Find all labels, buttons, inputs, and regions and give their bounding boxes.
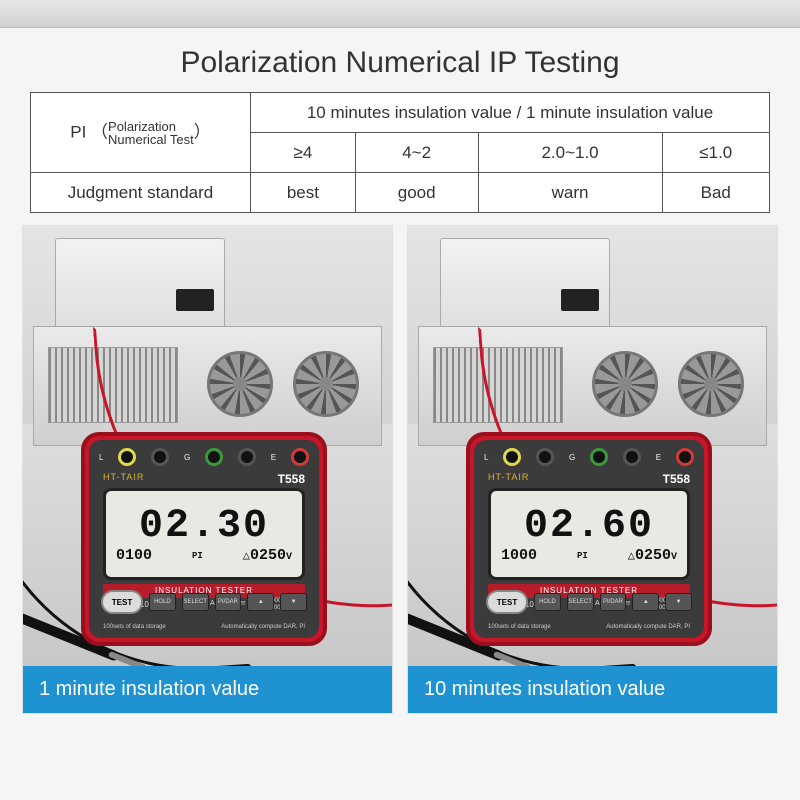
- lcd-secondary-right: 0250: [635, 547, 671, 564]
- meter-button[interactable]: SELECT: [567, 593, 594, 611]
- lcd-secondary-left: 0100: [116, 547, 152, 564]
- port-g: [590, 448, 608, 466]
- port-aux: [151, 448, 169, 466]
- meter-button[interactable]: PI/DAR: [600, 593, 627, 611]
- range-cell: ≤1.0: [662, 133, 769, 173]
- meter-model: T558: [663, 472, 690, 486]
- meter-button[interactable]: HOLD: [149, 593, 176, 611]
- test-button[interactable]: TEST: [101, 590, 143, 614]
- meter-footnote: 100sets of data storageAutomatically com…: [488, 624, 690, 630]
- photo-card-1min: L G E HT-TAIR T558 02.30 0100 PI: [22, 225, 393, 714]
- port-l: [503, 448, 521, 466]
- table-row: Judgment standard best good warn Bad: [31, 173, 770, 213]
- port-aux: [536, 448, 554, 466]
- port-aux: [623, 448, 641, 466]
- port-e: [291, 448, 309, 466]
- pi-table: PI （PolarizationNumerical Test） 10 minut…: [30, 92, 770, 213]
- analog-arc: [499, 495, 679, 509]
- photo-area: L G E HT-TAIR T558 02.30 0100 PI: [23, 226, 392, 666]
- photo-row: L G E HT-TAIR T558 02.30 0100 PI: [0, 225, 800, 714]
- pi-prefix: PI: [70, 122, 86, 141]
- judgment-cell: Bad: [662, 173, 769, 213]
- meter-brand: HT-TAIR: [488, 472, 529, 482]
- meter-lcd: 02.60 1000 PI △0250V: [488, 488, 690, 580]
- button-row: TEST HOLD SELECT PI/DAR ▲ ▼: [101, 590, 307, 614]
- pi-label-cell: PI （PolarizationNumerical Test）: [31, 93, 251, 173]
- meter-brand: HT-TAIR: [103, 472, 144, 482]
- ratio-header: 10 minutes insulation value / 1 minute i…: [251, 93, 770, 133]
- lcd-main-reading: 02.60: [499, 507, 679, 547]
- judgment-cell: good: [355, 173, 478, 213]
- port-l: [118, 448, 136, 466]
- photo-card-10min: L G E HT-TAIR T558 02.60 1000 PI: [407, 225, 778, 714]
- page-title: Polarization Numerical IP Testing: [0, 28, 800, 92]
- judgment-cell: warn: [478, 173, 662, 213]
- insulation-meter: L G E HT-TAIR T558 02.30 0100 PI: [81, 432, 327, 646]
- range-cell: 4~2: [355, 133, 478, 173]
- insulation-meter: L G E HT-TAIR T558 02.60 1000 PI: [466, 432, 712, 646]
- meter-model: T558: [278, 472, 305, 486]
- lcd-main-reading: 02.30: [114, 507, 294, 547]
- judgment-cell: best: [251, 173, 356, 213]
- test-button[interactable]: TEST: [486, 590, 528, 614]
- table-row: PI （PolarizationNumerical Test） 10 minut…: [31, 93, 770, 133]
- port-row: L G E: [484, 446, 694, 468]
- port-aux: [238, 448, 256, 466]
- meter-button[interactable]: ▼: [280, 593, 307, 611]
- analog-arc: [114, 495, 294, 509]
- meter-footnote: 100sets of data storageAutomatically com…: [103, 624, 305, 630]
- lcd-secondary-right: 0250: [250, 547, 286, 564]
- meter-button[interactable]: ▲: [247, 593, 274, 611]
- meter-button[interactable]: PI/DAR: [215, 593, 242, 611]
- photo-area: L G E HT-TAIR T558 02.60 1000 PI: [408, 226, 777, 666]
- meter-button[interactable]: HOLD: [534, 593, 561, 611]
- range-cell: ≥4: [251, 133, 356, 173]
- button-row: TEST HOLD SELECT PI/DAR ▲ ▼: [486, 590, 692, 614]
- meter-button[interactable]: ▲: [632, 593, 659, 611]
- judgment-label: Judgment standard: [31, 173, 251, 213]
- meter-button[interactable]: SELECT: [182, 593, 209, 611]
- range-cell: 2.0~1.0: [478, 133, 662, 173]
- port-g: [205, 448, 223, 466]
- top-bar: [0, 0, 800, 28]
- caption-10min: 10 minutes insulation value: [408, 666, 777, 713]
- meter-button[interactable]: ▼: [665, 593, 692, 611]
- meter-lcd: 02.30 0100 PI △0250V: [103, 488, 305, 580]
- port-e: [676, 448, 694, 466]
- caption-1min: 1 minute insulation value: [23, 666, 392, 713]
- port-row: L G E: [99, 446, 309, 468]
- lcd-secondary-left: 1000: [501, 547, 537, 564]
